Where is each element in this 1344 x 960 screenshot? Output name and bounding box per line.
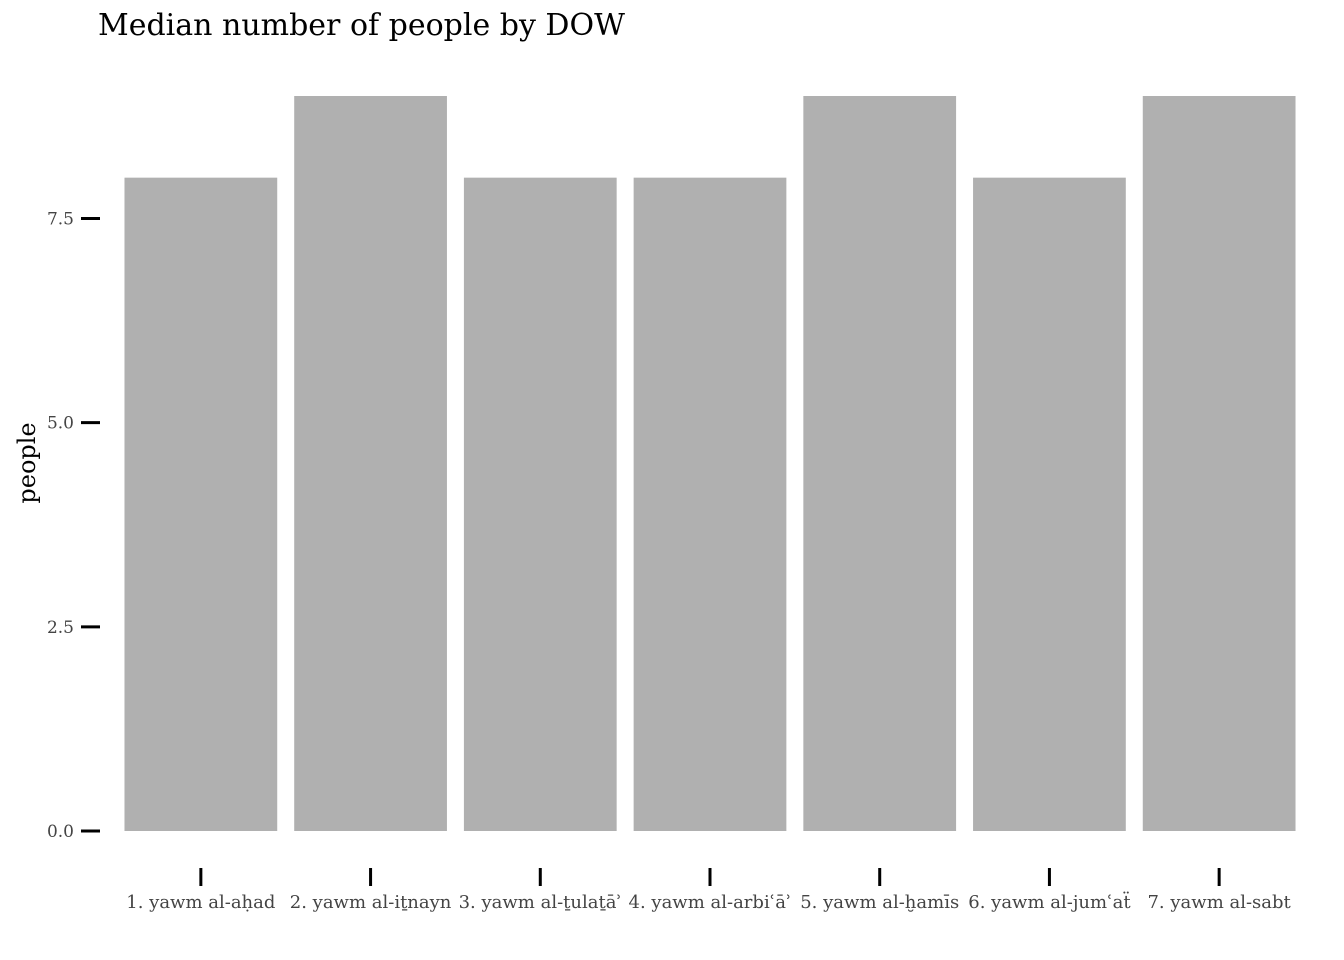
x-tick-label-5: 5. yawm al-ḫamīs	[800, 892, 959, 913]
bar-7	[1142, 96, 1296, 831]
y-tick-label-4: 7.5	[47, 210, 74, 230]
x-axis: 1. yawm al-aḥad 2. yawm al-iṯnayn 3. yawm …	[126, 868, 1292, 913]
y-tick-label-3: 5.0	[47, 414, 74, 434]
x-tick-label-1: 1. yawm al-aḥad	[126, 892, 275, 913]
y-tick-label-2: 2.5	[47, 618, 74, 638]
y-axis: 0.0 2.5 5.0 7.5	[47, 210, 100, 842]
bar-5	[803, 96, 957, 831]
x-tick-label-2: 2. yawm al-iṯnayn	[290, 892, 452, 913]
chart-title: Median number of people by DOW	[98, 8, 625, 43]
x-tick-label-4: 4. yawm al-arbiʿāʾ	[629, 892, 792, 913]
bars-group	[124, 96, 1296, 831]
bar-3	[463, 177, 617, 831]
x-tick-label-6: 6. yawm al-jumʿaẗ	[968, 890, 1131, 913]
bar-2	[294, 96, 447, 831]
bar-4	[633, 177, 787, 831]
bar-6	[973, 177, 1126, 831]
x-tick-label-3: 3. yawm al-ṯulaṯāʾ	[459, 892, 622, 913]
y-axis-title: people	[13, 422, 41, 503]
bar-1	[124, 177, 278, 831]
y-tick-label-1: 0.0	[47, 822, 74, 842]
x-tick-label-7: 7. yawm al-sabt	[1147, 892, 1291, 913]
